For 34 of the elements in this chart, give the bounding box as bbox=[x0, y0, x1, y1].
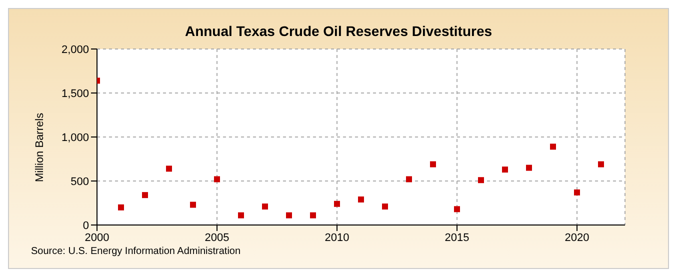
point bbox=[550, 144, 556, 150]
y-tick-label: 500 bbox=[70, 176, 89, 188]
y-tick-label: 2,000 bbox=[61, 44, 89, 56]
point bbox=[190, 202, 196, 208]
point bbox=[478, 177, 484, 184]
y-axis-title: Million Barrels bbox=[34, 112, 46, 182]
point bbox=[214, 176, 220, 182]
y-tick-label: 1,000 bbox=[61, 132, 89, 144]
x-tick-label: 2005 bbox=[204, 232, 230, 244]
point bbox=[142, 192, 148, 198]
point bbox=[310, 212, 316, 218]
x-tick-label: 2000 bbox=[84, 232, 110, 244]
point bbox=[166, 166, 172, 172]
source-note: Source: U.S. Energy Information Administration bbox=[31, 246, 241, 257]
point bbox=[598, 161, 604, 168]
chart-title: Annual Texas Crude Oil Reserves Divestitures bbox=[184, 23, 494, 39]
point bbox=[334, 200, 340, 207]
point bbox=[262, 204, 268, 210]
x-tick-label: 2010 bbox=[324, 232, 350, 244]
point bbox=[526, 164, 532, 171]
point bbox=[358, 196, 364, 202]
y-tick-label: 0 bbox=[82, 220, 89, 232]
point bbox=[382, 204, 388, 210]
y-tick-label: 1,500 bbox=[61, 88, 89, 100]
x-tick-label: 2020 bbox=[564, 232, 590, 244]
point bbox=[454, 206, 460, 212]
x-tick-label: 2015 bbox=[444, 232, 470, 244]
point bbox=[406, 176, 412, 182]
point bbox=[238, 212, 244, 218]
point bbox=[502, 166, 508, 173]
point bbox=[118, 204, 124, 210]
point bbox=[430, 161, 436, 168]
point bbox=[286, 212, 292, 218]
point bbox=[574, 189, 580, 196]
